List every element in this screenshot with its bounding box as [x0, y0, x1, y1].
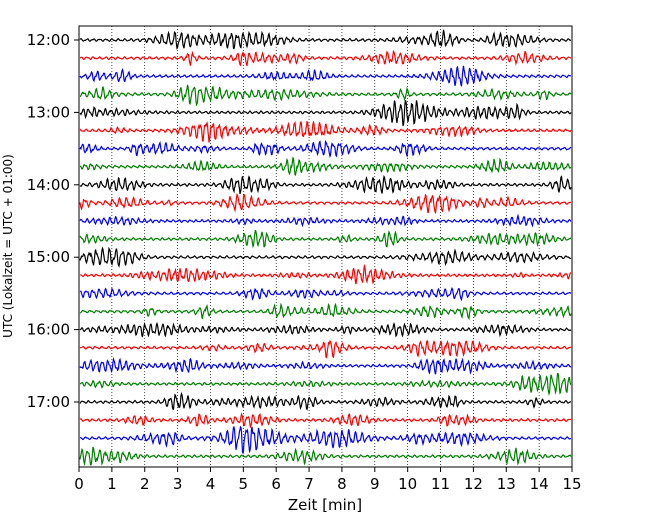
trace-line: [79, 230, 572, 249]
x-tick-label: 3: [173, 475, 183, 493]
x-tick-label: 1: [107, 475, 117, 493]
x-tick-label: 4: [206, 475, 216, 493]
x-tick-label: 14: [530, 475, 549, 493]
trace-line: [79, 263, 572, 285]
trace-line: [79, 391, 572, 411]
x-tick-label: 8: [337, 475, 347, 493]
x-tick-label: 15: [562, 475, 581, 493]
grid-lines: [111, 26, 540, 467]
trace-line: [79, 156, 572, 177]
trace-line: [79, 100, 572, 127]
y-tick-label: 13:00: [27, 103, 70, 121]
trace-line: [79, 446, 572, 467]
x-tick-label: 12: [464, 475, 483, 493]
trace-line: [79, 356, 572, 375]
x-tick-label: 6: [271, 475, 281, 493]
x-axis-label: Zeit [min]: [288, 496, 362, 514]
x-tick-label: 9: [370, 475, 380, 493]
y-tick-label: 17:00: [27, 393, 70, 411]
y-tick-label: 16:00: [27, 321, 70, 339]
trace-line: [79, 139, 572, 159]
plot-frame: [78, 25, 573, 468]
trace-line: [79, 84, 572, 107]
trace-line: [79, 321, 572, 338]
trace-line: [79, 175, 572, 195]
trace-line: [79, 29, 572, 50]
trace-line: [79, 302, 572, 321]
trace-line: [79, 192, 572, 214]
x-tick-label: 7: [304, 475, 314, 493]
y-tick-label: 12:00: [27, 31, 70, 49]
y-tick-label: 15:00: [27, 248, 70, 266]
x-tick-label: 11: [431, 475, 450, 493]
y-tick-label: 14:00: [27, 176, 70, 194]
x-tick-label: 13: [497, 475, 516, 493]
traces: [79, 29, 572, 467]
trace-line: [79, 120, 572, 143]
x-tick-label: 10: [398, 475, 417, 493]
trace-line: [79, 425, 572, 455]
x-tick-label: 5: [239, 475, 249, 493]
trace-line: [79, 412, 572, 429]
x-axis: 0 1 2 3 4 5 6 7 8 9 10 11 12 13 14 15: [74, 467, 582, 493]
trace-line: [79, 49, 572, 67]
trace-line: [79, 213, 572, 228]
y-axis: 12:00 13:00 14:00 15:00 16:00 17:00: [27, 31, 79, 411]
y-axis-label: UTC (Lokalzeit = UTC + 01:00): [1, 154, 15, 338]
trace-line: [79, 246, 572, 268]
trace-line: [79, 65, 572, 87]
trace-line: [79, 286, 572, 302]
x-tick-label: 0: [74, 475, 84, 493]
trace-line: [79, 340, 572, 359]
trace-line: [79, 372, 572, 396]
x-tick-label: 2: [140, 475, 150, 493]
